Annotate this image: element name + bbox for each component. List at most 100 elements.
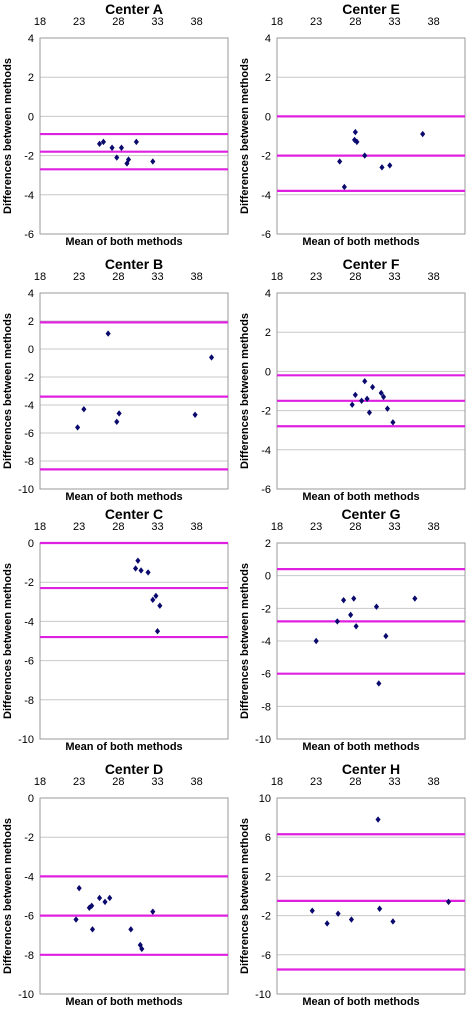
- plot-frame: [39, 37, 229, 235]
- chart-title: Center G: [341, 506, 400, 522]
- x-tick-label: 18: [34, 776, 46, 788]
- data-point: [351, 595, 357, 602]
- data-point: [105, 330, 111, 337]
- data-point: [150, 908, 156, 915]
- plot-frame: [276, 542, 466, 740]
- chart-title: Center C: [105, 506, 163, 522]
- x-axis-label: Mean of both methods: [65, 741, 182, 753]
- y-tick-label: 0: [265, 571, 271, 583]
- data-point: [362, 152, 368, 159]
- x-tick-label: 28: [112, 776, 124, 788]
- x-tick-label: 23: [73, 521, 85, 533]
- chart-title: Center H: [342, 761, 400, 777]
- x-tick-label: 23: [73, 776, 85, 788]
- data-point: [376, 680, 382, 687]
- chart-title: Center D: [105, 761, 163, 777]
- data-point: [390, 918, 396, 925]
- x-tick-label: 28: [349, 271, 361, 283]
- x-tick-label: 33: [151, 16, 163, 28]
- x-tick-label: 33: [151, 521, 163, 533]
- y-tick-label: -2: [24, 832, 34, 844]
- chart-panel-8: Center H 10 6 2 -2 -6 -10 18 23 28 33 38 Mean of bot…: [239, 761, 466, 1008]
- y-tick-label: -4: [24, 400, 34, 412]
- data-point: [349, 401, 355, 408]
- x-axis-label: Mean of both methods: [65, 491, 182, 503]
- x-axis-label: Mean of both methods: [302, 996, 419, 1008]
- y-tick-label: -10: [18, 989, 34, 1001]
- chart-panel-6: Center G 2 0 -2 -4 -6 -8 -10 18 23 28 33 38 Mean of b…: [239, 506, 466, 753]
- data-point: [384, 405, 391, 412]
- y-tick-label: -6: [24, 911, 34, 923]
- data-point: [362, 378, 368, 385]
- data-point: [118, 144, 125, 151]
- data-point: [116, 410, 122, 417]
- y-tick-label: -10: [255, 989, 271, 1001]
- x-tick-label: 23: [310, 776, 322, 788]
- data-point: [208, 354, 215, 361]
- data-point: [138, 567, 144, 574]
- x-tick-label: 18: [271, 521, 283, 533]
- data-point: [102, 898, 108, 906]
- data-point: [337, 158, 343, 165]
- plot-frame: [39, 542, 229, 740]
- y-tick-label: -6: [24, 229, 34, 241]
- chart-title: Center F: [343, 256, 400, 272]
- data-point: [89, 902, 95, 909]
- y-axis-label: Differences between methods: [239, 818, 251, 974]
- y-tick-label: -4: [24, 871, 34, 883]
- x-tick-label: 18: [34, 16, 46, 28]
- y-tick-label: -2: [261, 603, 271, 615]
- y-tick-label: -10: [18, 484, 34, 496]
- x-tick-label: 28: [349, 776, 361, 788]
- data-point: [364, 395, 370, 403]
- data-point: [100, 138, 107, 146]
- x-tick-label: 38: [191, 521, 203, 533]
- y-tick-label: -2: [261, 911, 271, 923]
- y-tick-label: 2: [28, 72, 34, 84]
- y-tick-label: 4: [265, 33, 271, 45]
- y-tick-label: -2: [24, 372, 34, 384]
- x-tick-label: 38: [191, 776, 203, 788]
- data-point: [353, 623, 359, 630]
- chart-panel-4: Center F 4 2 0 -2 -4 -6 18 23 28 33 38 Mean of both …: [239, 256, 466, 503]
- plot-frame: [276, 37, 466, 235]
- x-tick-label: 18: [271, 271, 283, 283]
- y-tick-label: 0: [28, 344, 34, 356]
- x-tick-label: 28: [112, 521, 124, 533]
- chart-panel-2: Center E 4 2 0 -2 -4 -6 18 23 28 33 38 Mean of both …: [239, 1, 466, 248]
- data-point: [89, 926, 96, 933]
- data-point: [313, 637, 319, 645]
- x-tick-label: 23: [73, 16, 85, 28]
- y-tick-label: -2: [261, 406, 271, 418]
- y-tick-label: 4: [28, 33, 34, 45]
- data-point: [377, 905, 383, 912]
- data-point: [192, 411, 198, 418]
- y-tick-label: -4: [261, 445, 271, 457]
- x-tick-label: 33: [388, 16, 400, 28]
- y-tick-label: -6: [261, 484, 271, 496]
- x-tick-label: 33: [151, 271, 163, 283]
- data-point: [150, 158, 156, 165]
- data-point: [380, 393, 387, 401]
- y-tick-label: -4: [261, 190, 271, 202]
- data-point: [309, 907, 315, 914]
- y-tick-label: -6: [24, 656, 34, 668]
- data-point: [366, 409, 372, 416]
- data-point: [420, 130, 426, 138]
- y-axis-label: Differences between methods: [2, 58, 14, 214]
- data-point: [76, 884, 82, 892]
- y-tick-label: -6: [261, 669, 271, 681]
- y-tick-label: -4: [24, 616, 34, 628]
- chart-title: Center E: [342, 1, 400, 17]
- y-tick-label: -6: [24, 428, 34, 440]
- y-tick-label: 2: [265, 538, 271, 550]
- x-tick-label: 28: [349, 16, 361, 28]
- plot-frame: [276, 292, 466, 490]
- x-tick-label: 23: [310, 16, 322, 28]
- data-point: [114, 418, 120, 425]
- chart-panel-7: Center D 0 -2 -4 -6 -8 -10 18 23 28 33 38 Mean of bo…: [2, 761, 229, 1008]
- y-tick-label: -6: [261, 229, 271, 241]
- y-tick-label: 4: [28, 288, 34, 300]
- y-tick-label: 2: [265, 871, 271, 883]
- data-point: [139, 945, 145, 953]
